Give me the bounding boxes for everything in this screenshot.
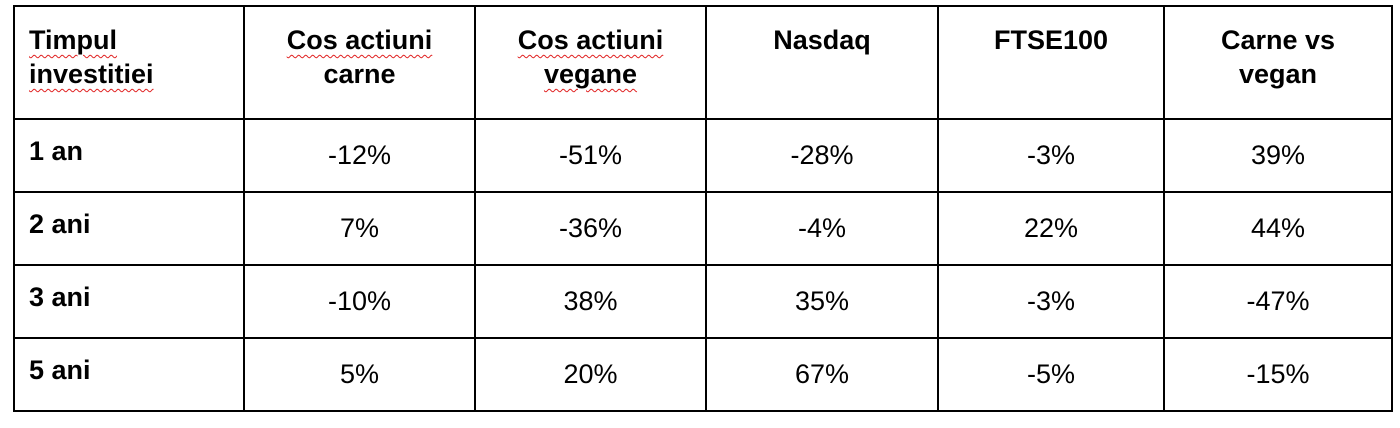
value-cell: -28% — [705, 118, 939, 193]
header-text: carne — [323, 59, 396, 89]
header-cell: Timpul investitiei — [13, 5, 245, 120]
header-row: Timpul investitiei Cos actiuni carne Cos a… — [13, 5, 1393, 120]
value-cell: 44% — [1163, 191, 1393, 266]
value-cell: 7% — [243, 191, 476, 266]
period-cell: 5 ani — [13, 337, 245, 412]
value-cell: 39% — [1163, 118, 1393, 193]
period-cell: 3 ani — [13, 264, 245, 339]
data-row: 3 ani -10% 38% 35% -3% -47% — [13, 264, 1393, 339]
value-cell: -15% — [1163, 337, 1393, 412]
value-cell: -10% — [243, 264, 476, 339]
header-cell: Cos actiuni carne — [243, 5, 476, 120]
header-text: investitiei — [29, 59, 154, 89]
value-cell: 5% — [243, 337, 476, 412]
data-row: 5 ani 5% 20% 67% -5% -15% — [13, 337, 1393, 412]
header-text: FTSE100 — [993, 25, 1109, 55]
header-cell: Cos actiuni vegane — [474, 5, 707, 120]
value-cell: 35% — [705, 264, 939, 339]
value-cell: -3% — [937, 264, 1165, 339]
value-cell: 20% — [474, 337, 707, 412]
header-text: Cos actiuni — [517, 25, 664, 55]
header-text: vegan — [1238, 59, 1318, 89]
value-cell: -47% — [1163, 264, 1393, 339]
header-cell: FTSE100 — [937, 5, 1165, 120]
value-cell: 67% — [705, 337, 939, 412]
value-cell: 22% — [937, 191, 1165, 266]
value-cell: -36% — [474, 191, 707, 266]
header-text: vegane — [543, 59, 638, 89]
value-cell: -51% — [474, 118, 707, 193]
period-cell: 1 an — [13, 118, 245, 193]
returns-table: Timpul investitiei Cos actiuni carne Cos a… — [13, 5, 1393, 412]
value-cell: -5% — [937, 337, 1165, 412]
header-text: Cos actiuni — [286, 25, 433, 55]
value-cell: 38% — [474, 264, 707, 339]
period-cell: 2 ani — [13, 191, 245, 266]
header-text: Carne vs — [1220, 25, 1336, 55]
data-row: 1 an -12% -51% -28% -3% 39% — [13, 118, 1393, 193]
header-cell: Carne vs vegan — [1163, 5, 1393, 120]
value-cell: -3% — [937, 118, 1165, 193]
value-cell: -12% — [243, 118, 476, 193]
header-text: Nasdaq — [773, 25, 871, 55]
header-cell: Nasdaq — [705, 5, 939, 120]
data-row: 2 ani 7% -36% -4% 22% 44% — [13, 191, 1393, 266]
value-cell: -4% — [705, 191, 939, 266]
header-text: Timpul — [29, 25, 118, 55]
